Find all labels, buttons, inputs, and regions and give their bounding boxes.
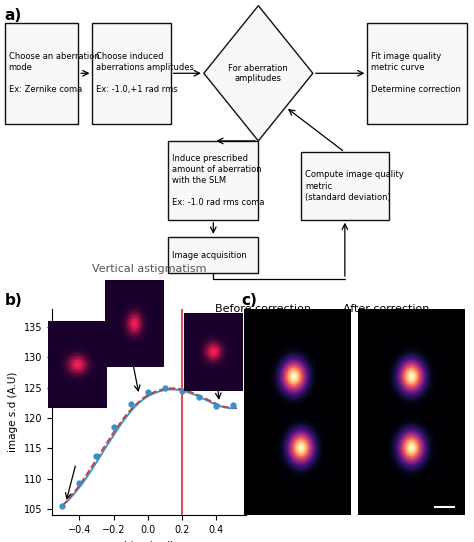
FancyBboxPatch shape [301, 152, 389, 220]
Text: After correction: After correction [343, 304, 429, 313]
Text: Before correction: Before correction [215, 304, 311, 313]
FancyBboxPatch shape [168, 141, 258, 220]
FancyBboxPatch shape [367, 23, 467, 124]
Title: Vertical astigmatism: Vertical astigmatism [92, 264, 207, 274]
Y-axis label: image s.d (A.U): image s.d (A.U) [8, 372, 18, 452]
FancyBboxPatch shape [168, 237, 258, 273]
Text: Image acquisition: Image acquisition [172, 250, 247, 260]
FancyBboxPatch shape [5, 23, 78, 124]
Text: For aberration
amplitudes: For aberration amplitudes [228, 63, 288, 83]
FancyBboxPatch shape [92, 23, 171, 124]
Text: Choose induced
aberrations amplitudes

Ex: -1.0,+1 rad rms: Choose induced aberrations amplitudes Ex… [96, 52, 194, 94]
Text: Fit image quality
metric curve

Determine correction: Fit image quality metric curve Determine… [371, 52, 461, 94]
Text: Choose an aberration
mode

Ex: Zernike coma: Choose an aberration mode Ex: Zernike co… [9, 52, 99, 94]
Text: a): a) [5, 9, 22, 23]
Text: b): b) [5, 293, 22, 308]
Text: c): c) [242, 293, 257, 308]
X-axis label: bias (rad): bias (rad) [124, 540, 174, 542]
Text: Compute image quality
metric
(standard deviation): Compute image quality metric (standard d… [305, 170, 403, 202]
Text: Induce prescribed
amount of aberration
with the SLM

Ex: -1.0 rad rms coma: Induce prescribed amount of aberration w… [172, 154, 264, 207]
Polygon shape [204, 5, 313, 141]
